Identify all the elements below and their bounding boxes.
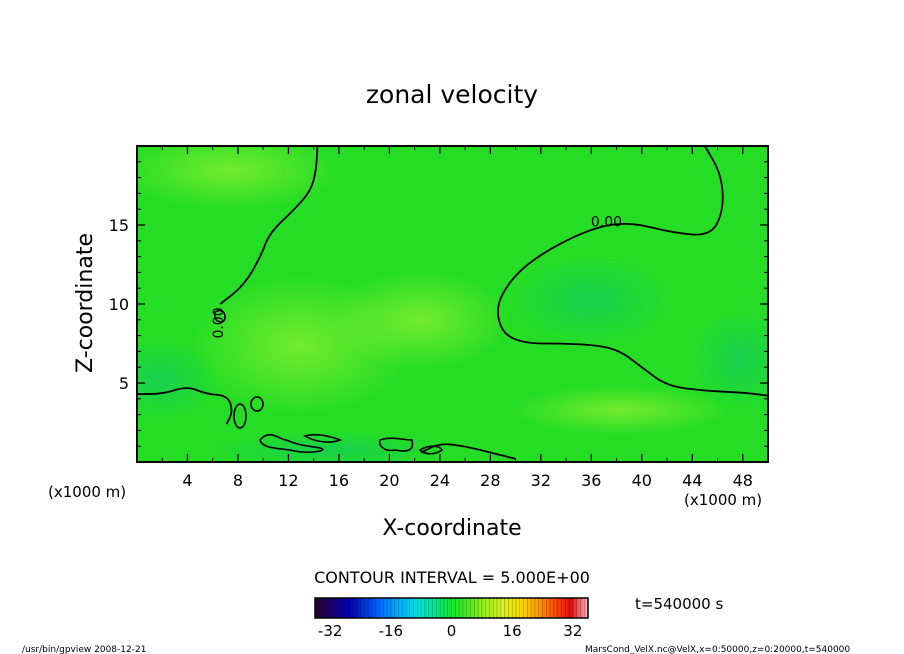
- contour-closed: [378, 437, 414, 452]
- cool-region: [510, 255, 670, 345]
- contour-lines: 0.00 0.00: [137, 146, 768, 460]
- x-tick-label: 32: [531, 471, 551, 490]
- contour-closed: [233, 403, 247, 429]
- x-tick-label: 16: [329, 471, 349, 490]
- time-label: t=540000 s: [635, 595, 723, 613]
- x-tick-label: 40: [632, 471, 652, 490]
- x-tick-label: 28: [480, 471, 500, 490]
- contour-closed: [213, 309, 226, 323]
- contour-interval-label: CONTOUR INTERVAL = 5.000E+00: [314, 568, 590, 587]
- contour-closed: [259, 433, 324, 453]
- colorbar-tick-label: 16: [503, 622, 522, 640]
- warm-region: [330, 270, 510, 370]
- warm-region: [510, 385, 730, 435]
- contour-line: [219, 146, 319, 305]
- colorbar: -32 -16 0 16 32: [315, 598, 588, 640]
- x-tick-label: 36: [581, 471, 601, 490]
- colorbar-tick-label: -32: [318, 622, 343, 640]
- colorbar-tick-label: -16: [379, 622, 404, 640]
- x-tick-label: 12: [278, 471, 298, 490]
- plot-area: 0.00 0.00: [137, 146, 768, 462]
- contour-closed: [418, 445, 444, 455]
- y-tick-label: 15: [109, 216, 129, 235]
- y-tick-label: 10: [109, 295, 129, 314]
- contour-label: 0.00: [591, 215, 622, 231]
- y-tick-label: 5: [119, 374, 129, 393]
- x-tick-label: 4: [182, 471, 192, 490]
- x-axis-label: X-coordinate: [382, 516, 521, 541]
- x-unit-label-left: (x1000 m): [48, 483, 126, 501]
- contour-blobs: [213, 309, 444, 455]
- x-tick-label: 24: [430, 471, 450, 490]
- footer-right: MarsCond_VelX.nc@VelX,x=0:50000,z=0:2000…: [585, 645, 850, 654]
- contour-line: [137, 387, 233, 425]
- x-tick-label: 8: [233, 471, 243, 490]
- cool-region: [690, 310, 768, 410]
- contour-closed: [250, 396, 264, 412]
- warm-region: [137, 146, 340, 210]
- colorbar-tick-label: 0: [447, 622, 457, 640]
- chart-title: zonal velocity: [366, 80, 538, 109]
- cool-region: [137, 340, 220, 420]
- footer-left: /usr/bin/gpview 2008-12-21: [22, 645, 146, 654]
- x-unit-label-right: (x1000 m): [684, 491, 762, 509]
- y-axis-label: Z-coordinate: [73, 233, 98, 373]
- colorbar-tick-label: 32: [563, 622, 582, 640]
- contour-label: 0.00: [211, 307, 227, 338]
- colorbar-gradient: [315, 598, 588, 618]
- x-tick-label: 44: [682, 471, 702, 490]
- x-tick-label: 20: [379, 471, 399, 490]
- colorbar-frame: [314, 597, 589, 619]
- x-tick-label: 48: [733, 471, 753, 490]
- contour-closed: [303, 433, 343, 443]
- contour-line: [420, 443, 516, 460]
- contour-line: [497, 146, 768, 397]
